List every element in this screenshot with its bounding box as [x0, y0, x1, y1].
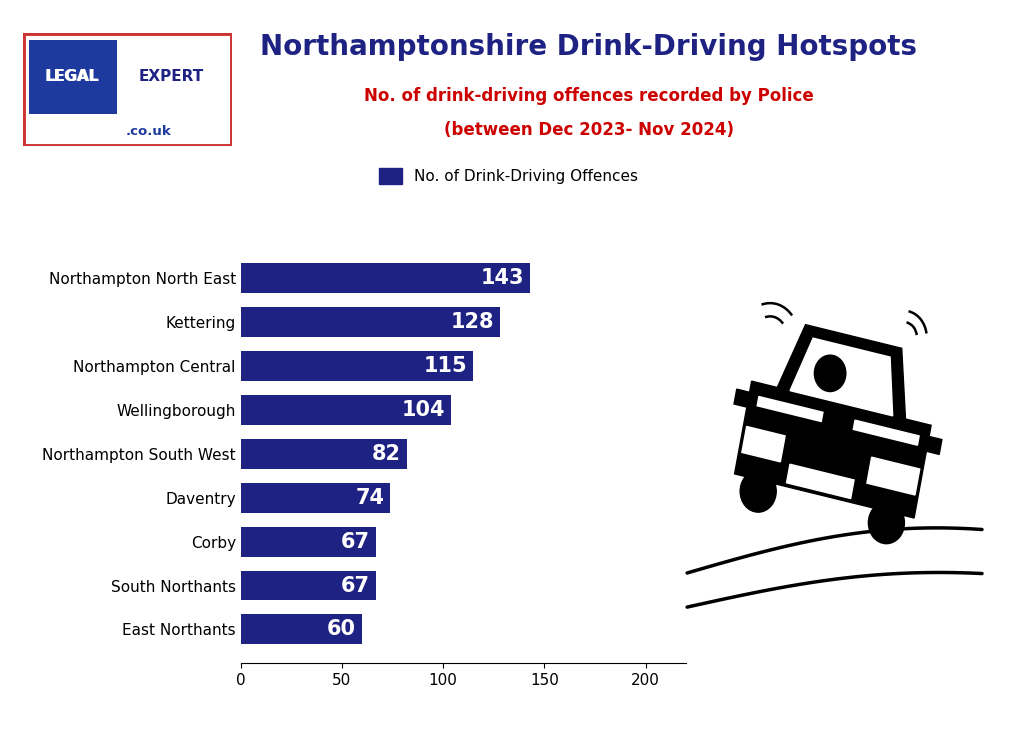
Polygon shape: [791, 338, 893, 416]
Polygon shape: [742, 426, 785, 462]
Bar: [241, 351, 473, 381]
Bar: [241, 439, 407, 469]
Polygon shape: [853, 420, 920, 445]
Text: EXPERT: EXPERT: [139, 69, 204, 85]
Bar: [241, 263, 530, 293]
Text: 115: 115: [424, 356, 467, 376]
Text: 67: 67: [341, 575, 371, 596]
Text: 104: 104: [401, 400, 445, 420]
Polygon shape: [786, 464, 854, 499]
Text: 128: 128: [451, 312, 494, 332]
Text: 82: 82: [372, 444, 400, 464]
Text: No. of drink-driving offences recorded by Police: No. of drink-driving offences recorded b…: [364, 87, 814, 105]
Polygon shape: [927, 437, 942, 454]
Text: .co.uk: .co.uk: [126, 125, 171, 138]
FancyBboxPatch shape: [23, 33, 232, 146]
Polygon shape: [867, 457, 920, 495]
Bar: [29, 39, 117, 114]
Text: 143: 143: [480, 268, 524, 288]
Text: 74: 74: [355, 488, 384, 507]
Text: LEGAL: LEGAL: [46, 69, 100, 85]
Text: LEGAL: LEGAL: [45, 69, 98, 85]
Text: 67: 67: [341, 531, 371, 552]
Text: Northamptonshire Drink-Driving Hotspots: Northamptonshire Drink-Driving Hotspots: [260, 34, 918, 61]
Bar: [241, 395, 452, 425]
Bar: [241, 526, 376, 556]
Bar: [117, 39, 226, 114]
Polygon shape: [777, 324, 905, 419]
Bar: [241, 615, 362, 644]
Text: (between Dec 2023- Nov 2024): (between Dec 2023- Nov 2024): [443, 121, 734, 139]
Bar: [29, 39, 226, 114]
Bar: [241, 307, 500, 337]
Polygon shape: [757, 397, 823, 421]
Bar: [241, 571, 376, 601]
Polygon shape: [734, 389, 750, 407]
Circle shape: [868, 502, 904, 544]
Polygon shape: [734, 381, 931, 518]
Bar: [241, 483, 390, 512]
Circle shape: [814, 355, 846, 391]
Circle shape: [740, 470, 776, 512]
Text: 60: 60: [327, 620, 356, 639]
Legend: No. of Drink-Driving Offences: No. of Drink-Driving Offences: [373, 162, 644, 190]
